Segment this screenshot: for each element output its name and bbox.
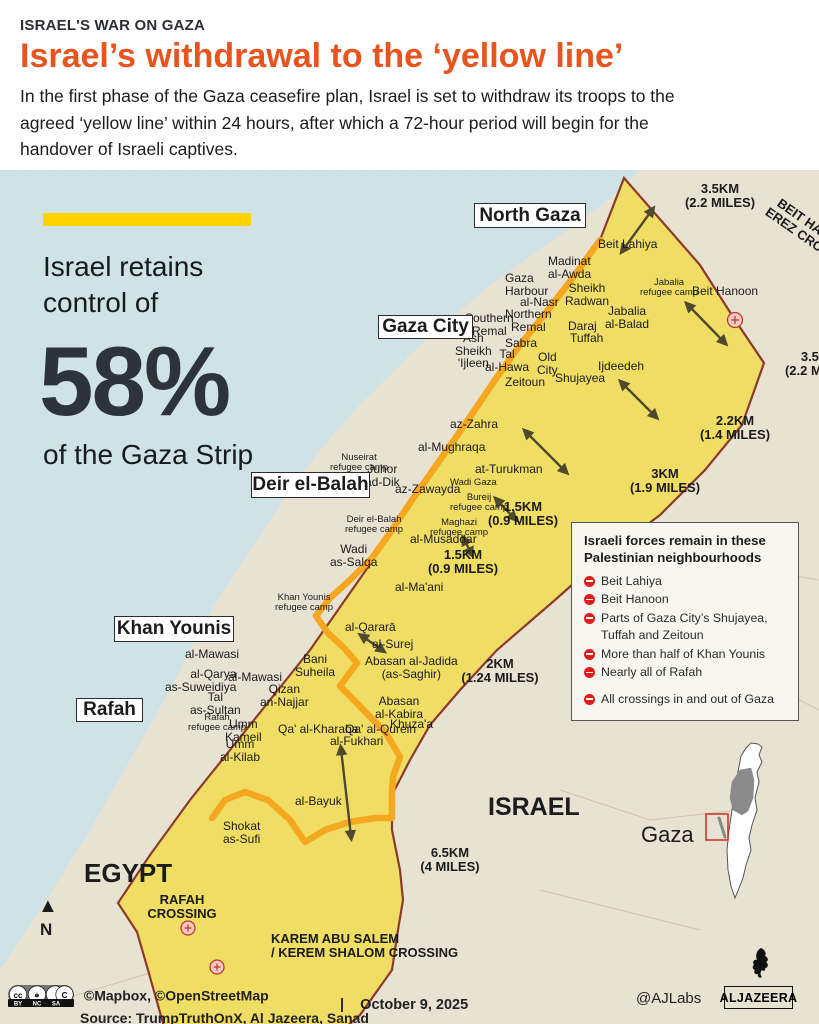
svg-text:BY: BY [14, 1002, 22, 1008]
svg-text:C: C [62, 991, 68, 1000]
svg-text:NC: NC [33, 1002, 42, 1008]
svg-text:cc: cc [14, 991, 23, 1000]
svg-text:SA: SA [52, 1002, 61, 1008]
svg-text:i: i [36, 993, 38, 1000]
